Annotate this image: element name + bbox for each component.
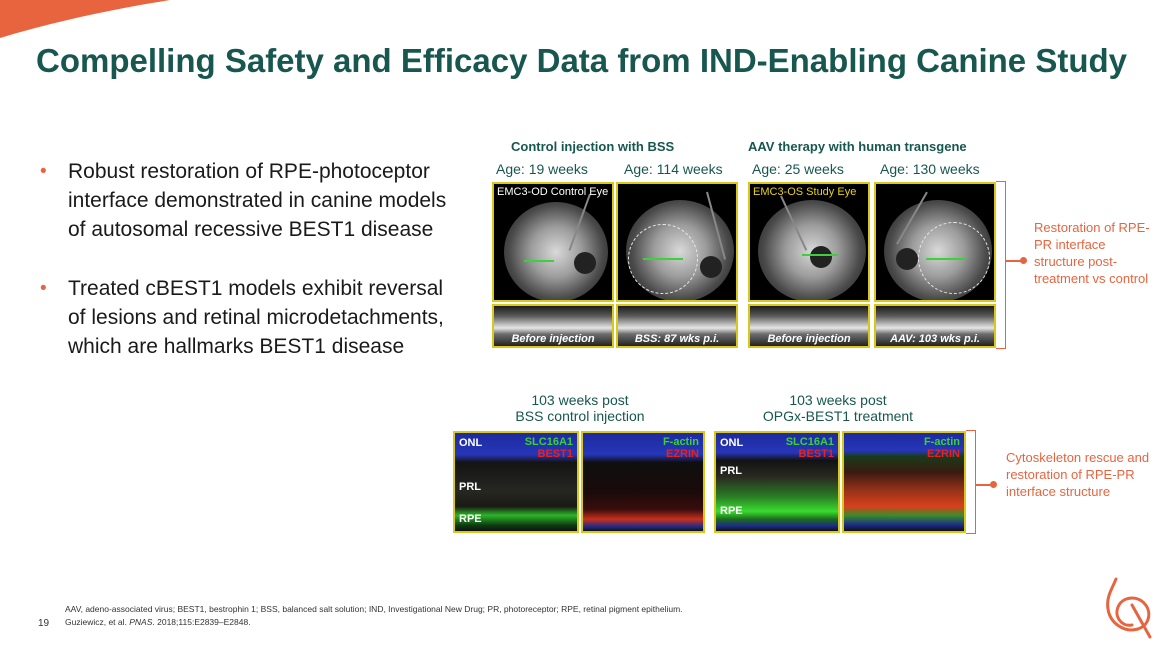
histology-caption-treatment: 103 weeks post OPGx-BEST1 treatment [748,392,928,424]
age-label: Age: 25 weeks [752,161,844,177]
histology-annotation: Cytoskeleton rescue and restoration of R… [1006,450,1150,499]
annotation-connector [1006,260,1024,262]
citation-details: . 2018;115:E2839–E2848. [152,617,251,627]
fundus-image-study-after [874,182,996,302]
annotation-dot [990,481,997,488]
fundus-image-control-before: EMC3-OD Control Eye [492,182,614,302]
caption-line: 103 weeks post [789,392,887,408]
eye-tag: EMC3-OD Control Eye [497,186,609,198]
age-label: Age: 114 weeks [624,161,723,177]
eye-tag: EMC3-OS Study Eye [753,186,857,198]
stain-label-slc16a1: SLC16A1 [524,436,573,448]
stain-label-best1: BEST1 [798,448,834,460]
oct-label: BSS: 87 wks p.i. [634,333,720,345]
oct-scan: BSS: 87 wks p.i. [616,304,738,348]
citation-journal: PNAS [129,617,153,627]
oct-label: AAV: 103 wks p.i. [890,333,980,345]
caption-line: 103 weeks post [531,392,629,408]
histology-image-control-factin: F-actin EZRIN [581,431,705,533]
stain-label-factin: F-actin [662,436,699,448]
aav-therapy-heading: AAV therapy with human transgene [748,139,967,154]
corner-swoosh-decoration [0,0,170,38]
slide-title: Compelling Safety and Efficacy Data from… [36,42,1127,79]
oct-scan: Before injection [492,304,614,348]
annotation-connector [976,484,994,486]
annotation-dot [1020,257,1027,264]
histology-image-treated-factin: F-actin EZRIN [842,431,966,533]
oct-label: Before injection [511,333,595,345]
oct-scan: AAV: 103 wks p.i. [874,304,996,348]
stain-label-best1: BEST1 [537,448,573,460]
histology-image-treated-slc16a1: ONL PRL RPE SLC16A1 BEST1 [714,431,840,533]
stain-label-slc16a1: SLC16A1 [785,436,834,448]
annotation-bracket [996,181,1006,349]
footnote-citation: Guziewicz, et al. PNAS. 2018;115:E2839–E… [65,617,251,627]
stain-label-ezrin: EZRIN [666,448,699,460]
fundus-image-control-after [616,182,738,302]
stain-label-ezrin: EZRIN [927,448,960,460]
histology-caption-control: 103 weeks post BSS control injection [490,392,670,424]
layer-label: PRL [459,481,481,493]
annotation-bracket [966,430,976,534]
layer-label: RPE [720,505,743,517]
bullet-item: Treated cBEST1 models exhibit reversal o… [40,274,460,361]
caption-line: BSS control injection [515,408,645,424]
stain-label-factin: F-actin [923,436,960,448]
control-injection-heading: Control injection with BSS [511,139,675,154]
footnote-abbreviations: AAV, adeno-associated virus; BEST1, best… [65,604,683,614]
oct-label: Before injection [767,333,851,345]
fundus-image-study-before: EMC3-OS Study Eye [748,182,870,302]
oct-scan: Before injection [748,304,870,348]
age-label: Age: 19 weeks [496,161,588,177]
age-label: Age: 130 weeks [880,161,980,177]
layer-label: PRL [720,465,742,477]
company-logo-icon [1106,577,1152,639]
layer-label: ONL [720,437,744,449]
bullet-item: Robust restoration of RPE-photoceptor in… [40,157,460,244]
fundus-annotation: Restoration of RPE-PR interface structur… [1034,220,1150,286]
bullet-list: Robust restoration of RPE-photoceptor in… [40,157,460,391]
page-number: 19 [38,618,50,629]
citation-authors: Guziewicz, et al. [65,617,130,627]
layer-label: RPE [459,513,482,525]
histology-image-control-slc16a1: ONL PRL RPE SLC16A1 BEST1 [453,431,579,533]
caption-line: OPGx-BEST1 treatment [762,408,914,424]
layer-label: ONL [459,437,483,449]
